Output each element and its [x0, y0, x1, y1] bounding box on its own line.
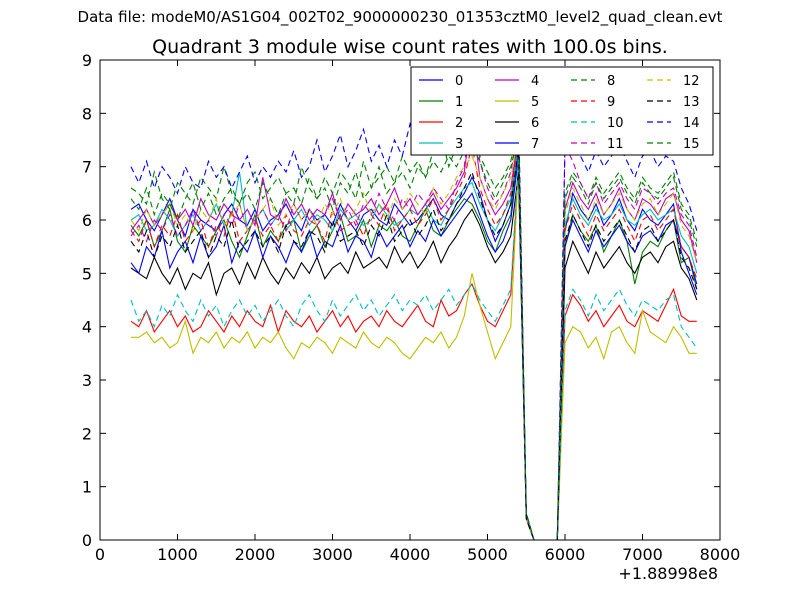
series-line-12: [130, 134, 698, 540]
y-tick-label: 1: [82, 478, 92, 497]
x-tick-label: 4000: [390, 545, 431, 564]
legend-label-2: 2: [455, 116, 463, 131]
y-tick-label: 6: [82, 211, 92, 230]
series-line-2: [130, 166, 697, 540]
legend-label-9: 9: [607, 95, 615, 110]
y-tick-label: 2: [82, 424, 92, 443]
series-line-0: [130, 134, 698, 540]
legend-label-6: 6: [531, 116, 539, 131]
y-tick-label: 3: [82, 371, 92, 390]
y-tick-label: 0: [82, 531, 92, 550]
legend-label-1: 1: [455, 95, 463, 110]
legend-label-7: 7: [531, 137, 539, 152]
series-line-10: [130, 155, 698, 540]
series-line-15: [130, 134, 698, 540]
x-offset-label: +1.88998e8: [618, 564, 718, 583]
legend-box: [410, 66, 714, 156]
y-tick-label: 4: [82, 318, 92, 337]
x-tick-label: 5000: [467, 545, 508, 564]
series-line-5: [131, 166, 697, 540]
legend-label-14: 14: [683, 116, 700, 131]
x-tick-label: 8000: [700, 545, 741, 564]
legend-label-10: 10: [607, 116, 624, 131]
legend-label-11: 11: [607, 137, 624, 152]
y-tick-label: 7: [82, 158, 92, 177]
series-line-11: [130, 97, 698, 540]
series-line-14: [130, 73, 698, 540]
legend-label-5: 5: [531, 95, 539, 110]
x-tick-label: 7000: [622, 545, 663, 564]
legend-label-3: 3: [455, 137, 463, 152]
legend-label-12: 12: [683, 74, 700, 89]
legend-label-4: 4: [531, 74, 539, 89]
legend-label-13: 13: [683, 95, 700, 110]
plot-area: [130, 73, 698, 540]
series-line-6: [130, 171, 698, 540]
y-tick-label: 5: [82, 264, 92, 283]
y-tick-label: 8: [82, 104, 92, 123]
legend-label-15: 15: [683, 137, 700, 152]
x-tick-label: 1000: [157, 545, 198, 564]
legend-label-8: 8: [607, 74, 615, 89]
chart-title: Quadrant 3 module wise count rates with …: [152, 36, 668, 58]
figure-suptitle: Data file: modeM0/AS1G04_002T02_90000002…: [77, 8, 723, 26]
y-tick-label: 9: [82, 51, 92, 70]
x-tick-label: 6000: [545, 545, 586, 564]
series-line-9: [130, 139, 698, 540]
x-tick-label: 3000: [312, 545, 353, 564]
legend-label-0: 0: [455, 74, 463, 89]
x-tick-label: 0: [95, 545, 105, 564]
series-line-13: [130, 150, 698, 540]
x-tick-label: 2000: [235, 545, 276, 564]
